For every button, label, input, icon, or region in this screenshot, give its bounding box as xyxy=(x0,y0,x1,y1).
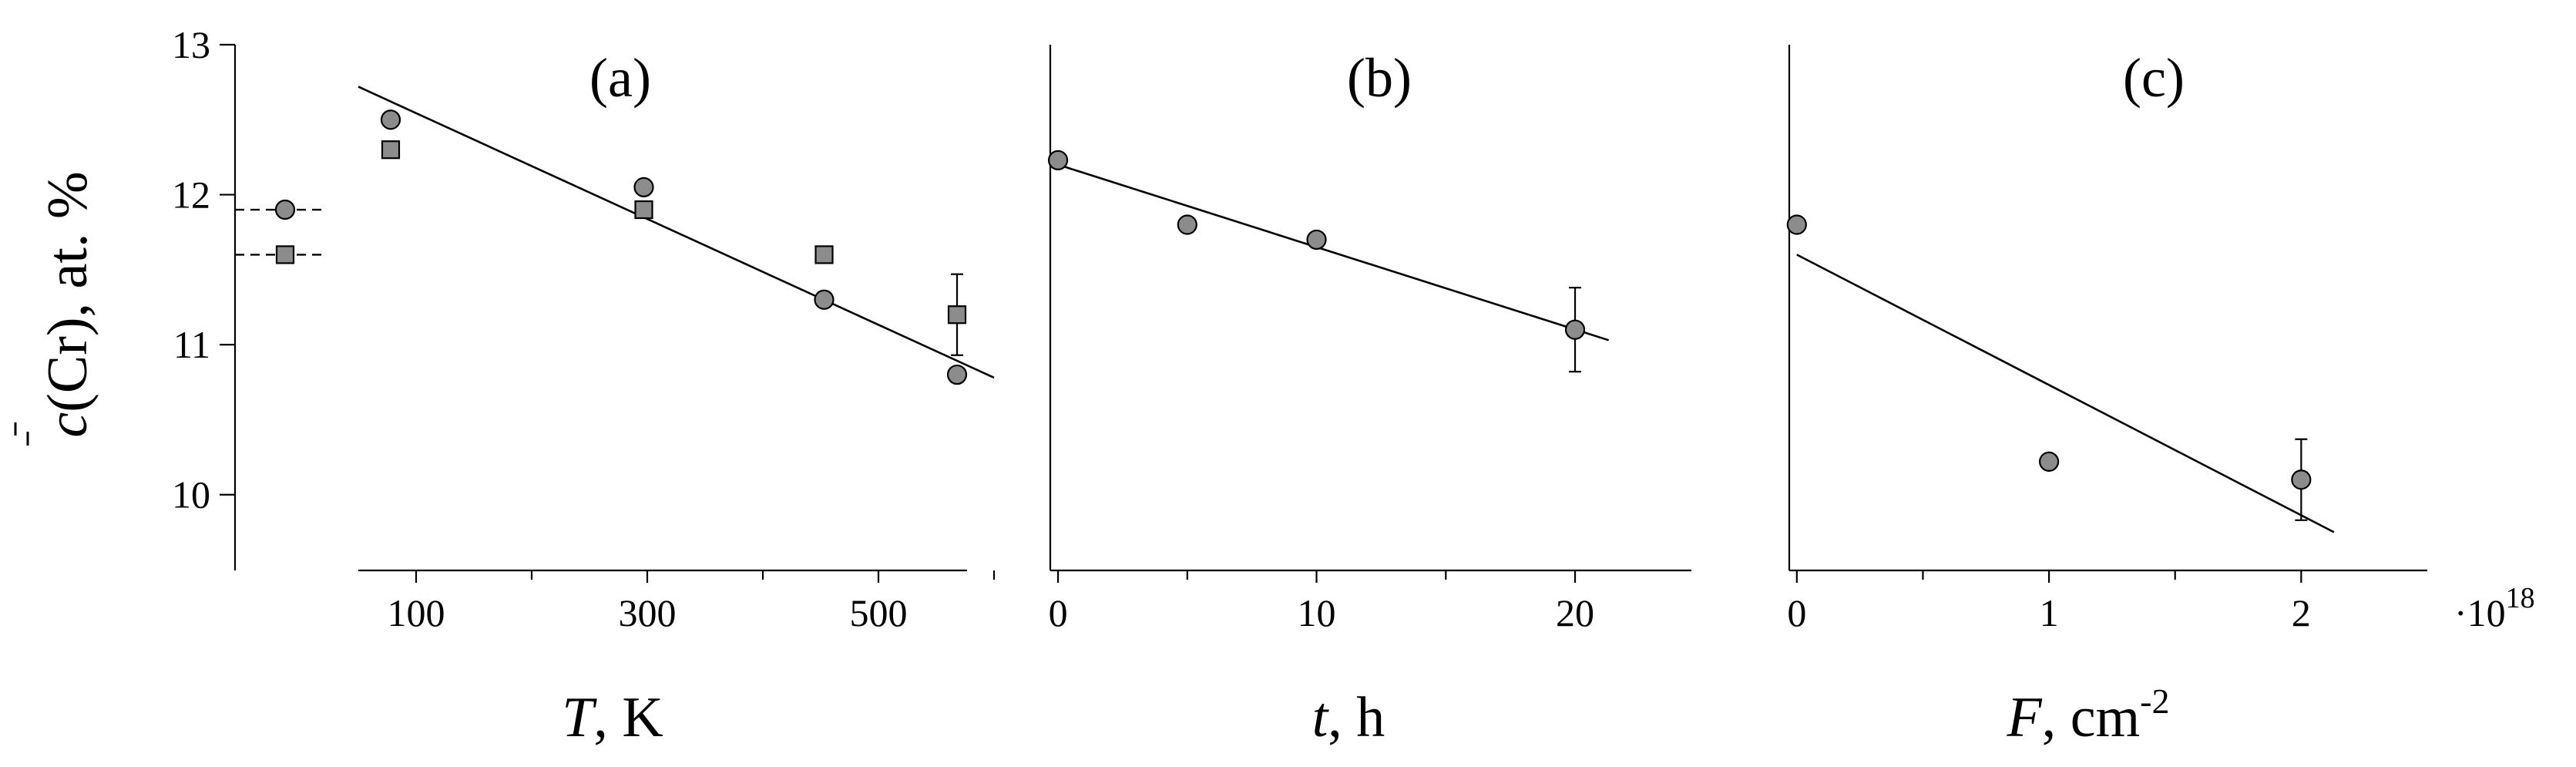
fit-line xyxy=(1057,163,1610,341)
y-axis-title: c(Cr), at. % xyxy=(36,171,99,437)
reference-circle-point xyxy=(274,199,296,220)
x-multiplier-c-exp: 18 xyxy=(2506,582,2535,614)
data-point-circle xyxy=(1786,214,1807,235)
x-tick-label: 0 xyxy=(1049,591,1068,634)
x-tick-label: 500 xyxy=(850,591,908,634)
y-tick-label: 11 xyxy=(173,323,210,366)
panel-c-label: (c) xyxy=(2123,47,2185,109)
panel-a-label: (a) xyxy=(589,47,651,109)
data-point-circle xyxy=(633,177,654,197)
x-axis-title-a-unit: , K xyxy=(593,686,663,749)
data-point-circle xyxy=(1047,150,1069,170)
y-axis-title-symbol: c xyxy=(36,412,99,438)
y-tick-label: 13 xyxy=(172,23,210,66)
data-point-square xyxy=(814,245,834,264)
x-multiplier-c-base: ·10 xyxy=(2454,591,2506,634)
x-tick-label: 300 xyxy=(619,591,677,634)
x-axis-title-c-var: F xyxy=(2007,686,2043,749)
data-point-circle xyxy=(814,289,835,310)
panel-b-label: (b) xyxy=(1347,47,1412,109)
data-point-circle xyxy=(1564,319,1586,340)
reference-square-point xyxy=(275,245,295,264)
x-axis-title-c-unit: , cm xyxy=(2042,686,2140,749)
data-point-circle xyxy=(2291,469,2312,490)
x-axis-title-b: t, h xyxy=(1312,686,1385,749)
data-point-circle xyxy=(380,109,401,130)
fit-line xyxy=(358,86,995,379)
x-axis-title-c: F, cm-2 xyxy=(2007,681,2170,749)
panel-a: 100 300 500 xyxy=(358,86,996,634)
x-tick-label: 20 xyxy=(1556,591,1594,634)
data-point-circle xyxy=(946,364,968,385)
x-tick-label: 0 xyxy=(1787,591,1806,634)
panel-b: 0 10 20 xyxy=(1047,45,1691,634)
x-tick-label: 10 xyxy=(1298,591,1336,634)
data-point-circle xyxy=(1306,229,1327,251)
y-axis: 10 11 12 13 xyxy=(172,23,237,570)
x-tick-label: 100 xyxy=(388,591,445,634)
x-multiplier-c: ·1018 xyxy=(2454,582,2535,634)
x-axis-title-c-exp: -2 xyxy=(2140,681,2169,721)
x-axis-title-b-unit: , h xyxy=(1328,686,1385,749)
data-point-square xyxy=(634,200,653,220)
x-tick-label: 2 xyxy=(2292,591,2311,634)
y-tick-label: 10 xyxy=(172,473,210,516)
x-axis-title-a: T, K xyxy=(562,686,663,749)
reference-panel xyxy=(235,199,327,264)
panel-c: 0 1 2 xyxy=(1786,45,2427,634)
x-axis-title-b-var: t xyxy=(1312,686,1330,749)
x-tick-label: 1 xyxy=(2040,591,2059,634)
x-axis-title-a-var: T xyxy=(562,686,597,749)
y-axis-title-rest: (Cr), at. % xyxy=(36,171,99,412)
y-tick-label: 12 xyxy=(172,173,210,217)
data-point-square xyxy=(947,305,967,325)
data-point-square xyxy=(381,140,401,160)
data-point-circle xyxy=(1177,214,1197,235)
fit-line xyxy=(1796,254,2335,533)
data-point-circle xyxy=(2038,451,2060,473)
